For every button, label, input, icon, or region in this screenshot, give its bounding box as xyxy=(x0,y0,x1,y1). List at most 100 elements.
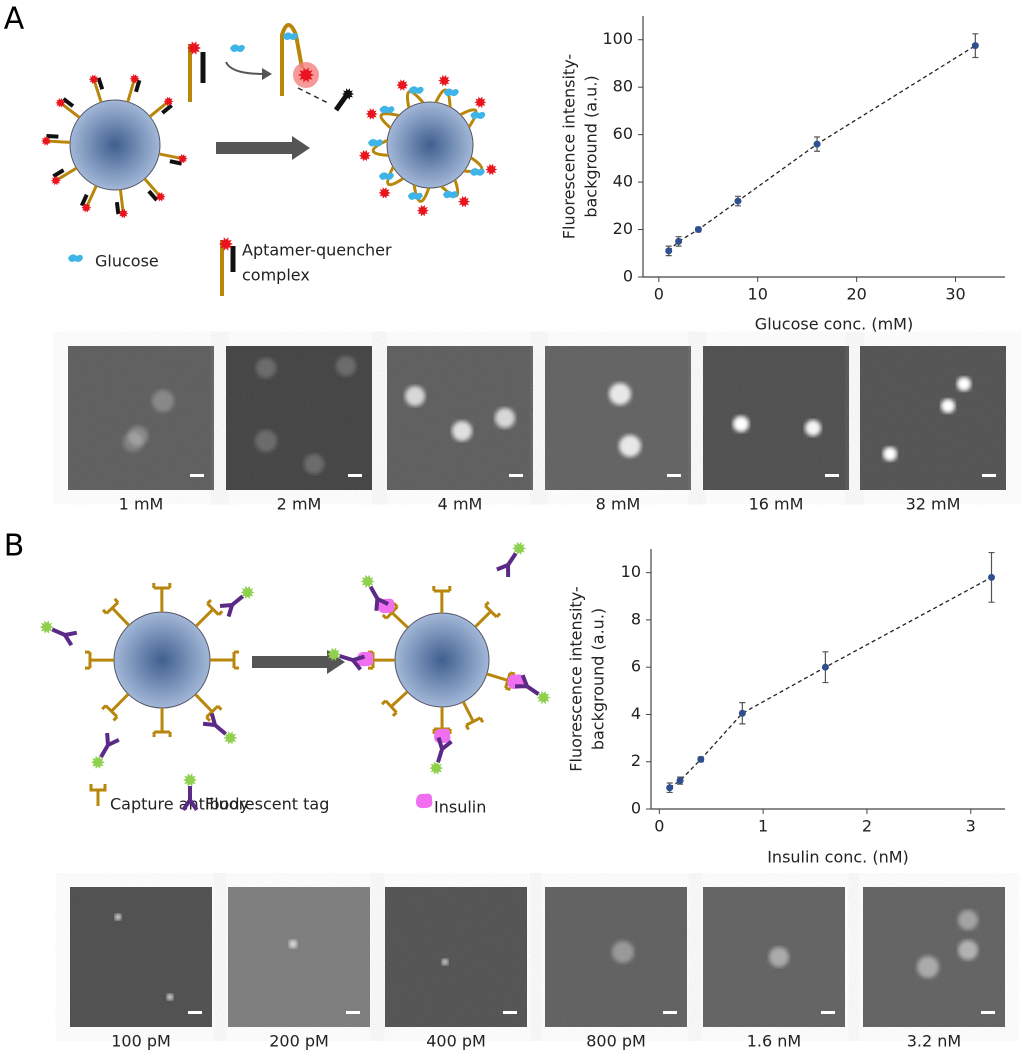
fluorophore xyxy=(438,74,451,87)
bead-spot xyxy=(619,435,641,457)
fluorophore xyxy=(55,98,66,108)
micrograph-noise xyxy=(228,887,370,1027)
bead-spot xyxy=(304,454,324,474)
fluorophore xyxy=(458,195,470,208)
aptamer xyxy=(84,185,98,209)
glucose-icon xyxy=(230,44,245,52)
detection-antibody xyxy=(436,748,444,763)
fluorophore xyxy=(536,690,551,705)
bead-spot xyxy=(957,377,971,391)
y-tick-label: 40 xyxy=(613,172,633,191)
arrow xyxy=(252,650,345,674)
fluorophore xyxy=(474,96,487,108)
quencher xyxy=(114,201,121,215)
detection-antibody xyxy=(99,743,110,759)
fluorophore xyxy=(485,163,498,176)
detection-antibody xyxy=(351,658,363,671)
capture-antibody xyxy=(464,724,470,731)
fluorophore xyxy=(118,208,129,219)
glucose-icon xyxy=(68,254,83,262)
fluorophore xyxy=(177,154,188,164)
detection-antibody xyxy=(63,633,74,647)
capture-antibody xyxy=(486,672,509,682)
data-point xyxy=(734,197,742,205)
glucose-icon xyxy=(368,138,384,147)
aptamer-loop xyxy=(459,108,478,128)
panel-label: A xyxy=(4,2,25,37)
bead-spot xyxy=(289,940,297,948)
capture-antibody xyxy=(111,606,130,627)
capture-antibody xyxy=(194,608,215,628)
quencher xyxy=(147,189,159,202)
detection-antibody xyxy=(520,674,529,688)
legend-label: Insulin xyxy=(434,798,486,817)
aptamer-loop xyxy=(405,90,425,108)
data-point xyxy=(676,777,684,785)
fluorophore xyxy=(155,192,166,202)
scale-bar xyxy=(346,1011,360,1014)
detection-antibody xyxy=(107,738,120,747)
scale-bar xyxy=(981,1011,995,1014)
scale-bar xyxy=(821,1011,835,1014)
detection-antibody xyxy=(209,712,217,726)
bead-spot xyxy=(805,420,821,436)
fluorophore xyxy=(240,585,255,599)
detection-antibody xyxy=(339,654,354,663)
scale-bar xyxy=(667,474,681,477)
quencher xyxy=(161,103,173,115)
detection-antibody xyxy=(219,603,233,608)
fluorophore xyxy=(360,574,375,588)
bead-spot xyxy=(958,910,978,930)
bead-spot xyxy=(336,356,356,376)
capture-antibody xyxy=(390,690,409,708)
capture-antibody xyxy=(384,699,398,714)
capture-antibody xyxy=(206,602,220,616)
capture-antibody xyxy=(381,613,388,620)
bead-spot xyxy=(769,947,789,967)
fluorophore xyxy=(342,88,354,100)
scale-bar xyxy=(663,1011,677,1014)
capture-antibody xyxy=(509,671,516,676)
y-axis-label: background (a.u.) xyxy=(589,608,608,750)
arrow xyxy=(216,136,310,160)
bead-spot xyxy=(958,940,978,960)
capture-antibody xyxy=(474,610,492,628)
bead-spot xyxy=(917,956,939,978)
quencher xyxy=(333,94,349,112)
scale-bar xyxy=(825,474,839,477)
fluorophore xyxy=(90,755,105,769)
legend-label: Aptamer-quencher xyxy=(242,241,392,260)
scale-bar xyxy=(503,1011,517,1014)
capture-antibody xyxy=(390,611,409,629)
bead-spot xyxy=(405,386,425,406)
capture-antibody xyxy=(392,602,399,608)
image-caption: 200 pM xyxy=(269,1032,329,1050)
micrograph-noise xyxy=(703,346,849,490)
capture-antibody xyxy=(495,612,502,619)
fluorophore xyxy=(358,149,371,162)
glucose-icon xyxy=(442,190,458,199)
aptamer xyxy=(158,152,183,161)
fluorophore xyxy=(183,773,197,787)
image-caption: 800 pM xyxy=(586,1032,646,1050)
image-caption: 16 mM xyxy=(749,495,804,514)
x-tick-label: 0 xyxy=(654,817,664,836)
fluorophore xyxy=(512,541,527,555)
panel-label: B xyxy=(4,529,25,564)
x-axis-label: Glucose conc. (mM) xyxy=(755,315,913,334)
capture-antibody xyxy=(205,704,219,719)
capture-antibody xyxy=(216,705,223,711)
bead xyxy=(386,101,474,189)
y-tick-label: 4 xyxy=(631,704,641,723)
capture-antibody xyxy=(101,704,107,711)
detection-antibody xyxy=(374,598,380,611)
insulin-icon xyxy=(357,651,374,667)
aptamer-loop xyxy=(386,166,404,187)
trendline xyxy=(668,45,976,252)
glucose-icon xyxy=(408,86,424,94)
micrograph-noise xyxy=(863,887,1005,1027)
capture-antibody xyxy=(479,717,485,724)
data-point xyxy=(813,140,821,148)
fluorophore xyxy=(365,108,378,120)
fluorophore xyxy=(50,175,61,186)
